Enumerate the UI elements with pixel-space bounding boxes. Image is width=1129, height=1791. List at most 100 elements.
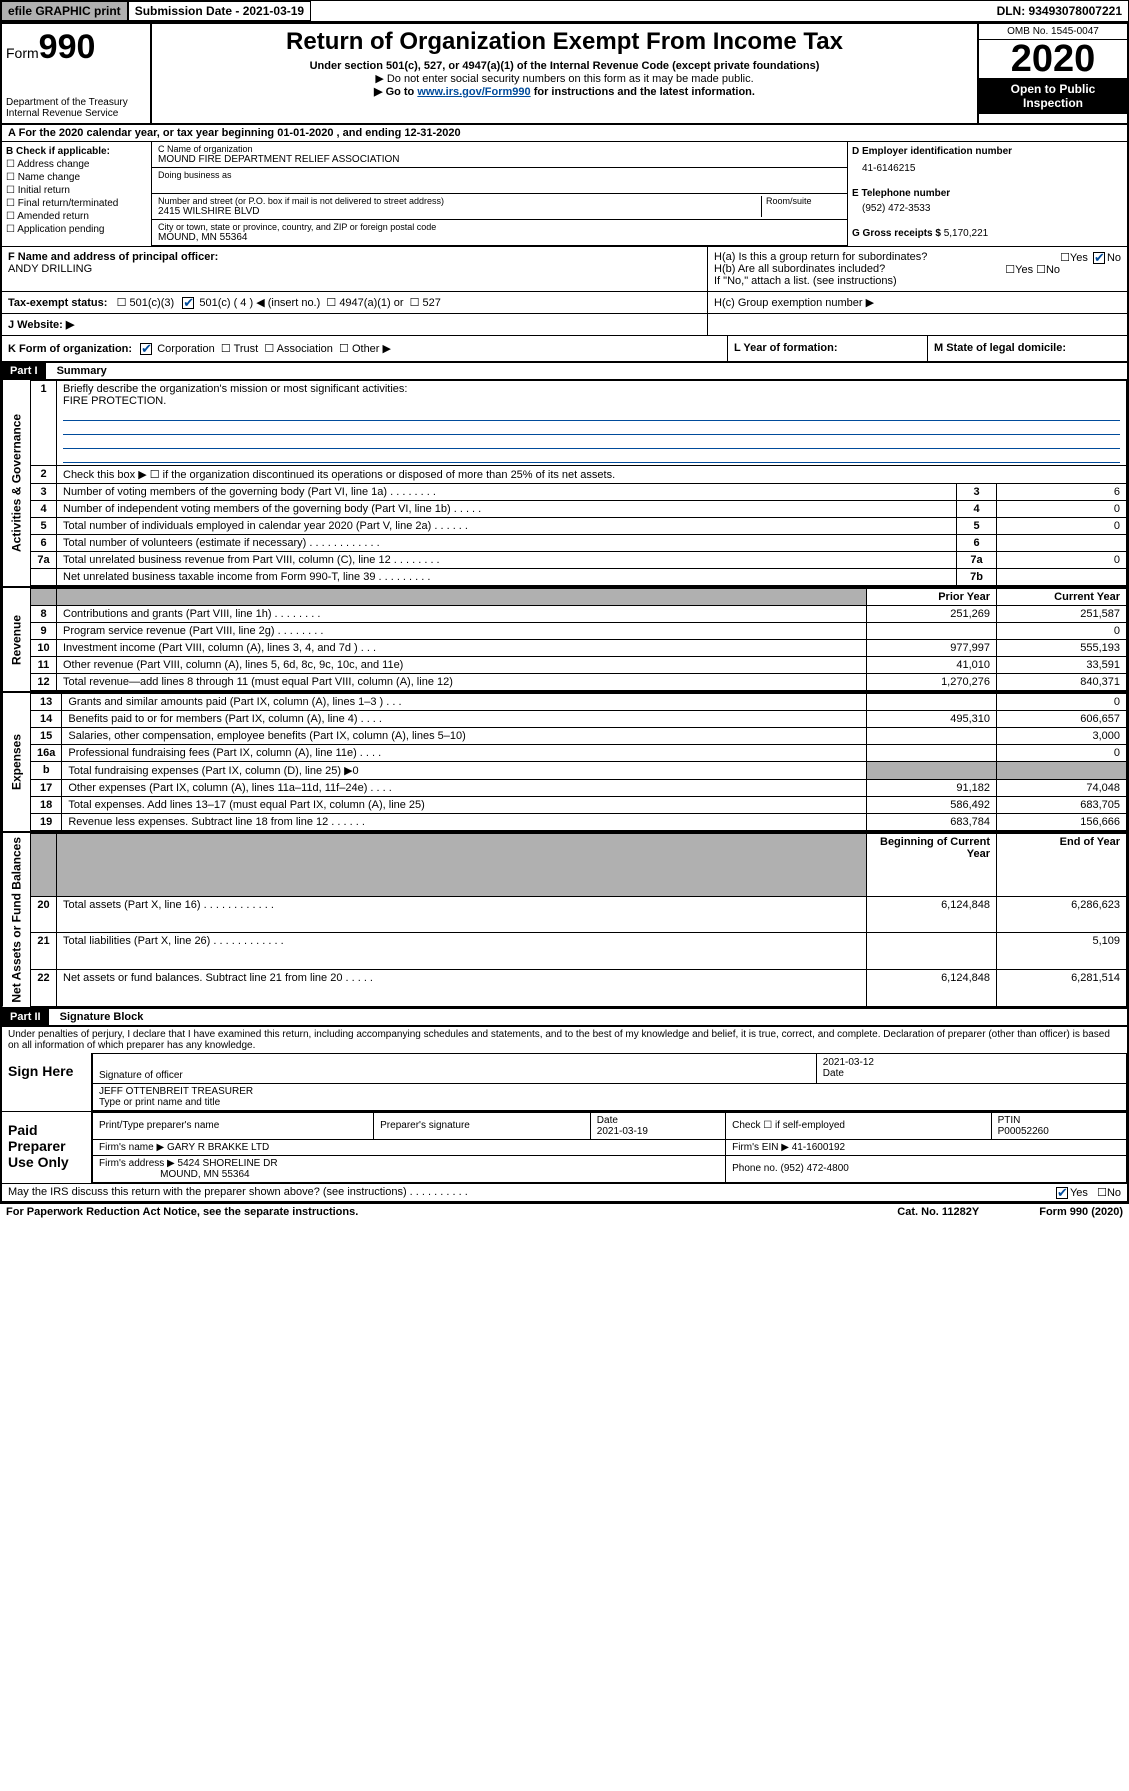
line-desc: Total revenue—add lines 8 through 11 (mu…	[57, 674, 867, 691]
corp-check[interactable]	[140, 343, 152, 355]
chk-address[interactable]: ☐ Address change	[6, 159, 147, 170]
prior-val: 495,310	[867, 711, 997, 728]
side-governance: Activities & Governance	[2, 380, 30, 586]
line-key: 6	[957, 535, 997, 552]
curr-val	[997, 762, 1127, 780]
goto-note: ▶ Go to www.irs.gov/Form990 for instruct…	[156, 85, 973, 98]
curr-val: 5,109	[997, 933, 1127, 970]
line-key: 4	[957, 501, 997, 518]
form990-link[interactable]: www.irs.gov/Form990	[417, 86, 530, 98]
prior-val: 1,270,276	[867, 674, 997, 691]
line-num: 14	[31, 711, 62, 728]
line-key: 7b	[957, 569, 997, 586]
phone-label: E Telephone number	[852, 188, 1123, 199]
side-netassets: Net Assets or Fund Balances	[2, 833, 30, 1007]
org-name-label: C Name of organization	[158, 144, 841, 154]
line-desc: Total fundraising expenses (Part IX, col…	[62, 762, 867, 780]
line-num: 5	[31, 518, 57, 535]
line-value: 0	[997, 552, 1127, 569]
line-desc: Grants and similar amounts paid (Part IX…	[62, 694, 867, 711]
firm-city: MOUND, MN 55364	[160, 1169, 249, 1180]
line-desc: Total unrelated business revenue from Pa…	[57, 552, 957, 569]
line-num: b	[31, 762, 62, 780]
room-label: Room/suite	[766, 196, 841, 206]
curr-val: 33,591	[997, 657, 1127, 674]
line-value: 6	[997, 484, 1127, 501]
line-desc: Other revenue (Part VIII, column (A), li…	[57, 657, 867, 674]
tax-exempt-label: Tax-exempt status:	[8, 297, 107, 309]
ein-value: 41-6146215	[862, 163, 1123, 174]
line-desc: Net assets or fund balances. Subtract li…	[57, 970, 867, 1007]
row-f-h: F Name and address of principal officer:…	[0, 247, 1129, 292]
line-num: 17	[31, 780, 62, 797]
line-value: 0	[997, 501, 1127, 518]
line-desc: Number of voting members of the governin…	[57, 484, 957, 501]
sig-date: 2021-03-12	[823, 1057, 874, 1068]
efile-button[interactable]: efile GRAPHIC print	[1, 1, 128, 21]
prior-val: 91,182	[867, 780, 997, 797]
self-emp-check[interactable]: Check ☐ if self-employed	[726, 1112, 992, 1139]
chk-initial[interactable]: ☐ Initial return	[6, 185, 147, 196]
row-i-hc: Tax-exempt status: ☐ 501(c)(3) 501(c) ( …	[0, 292, 1129, 314]
end-year-hdr: End of Year	[997, 834, 1127, 897]
box-b-label: B Check if applicable:	[6, 146, 110, 157]
prior-year-hdr: Prior Year	[867, 589, 997, 606]
line-desc: Investment income (Part VIII, column (A)…	[57, 640, 867, 657]
form-version: Form 990 (2020)	[1039, 1206, 1123, 1218]
line-desc: Total number of volunteers (estimate if …	[57, 535, 957, 552]
prior-val	[867, 745, 997, 762]
line-num: 13	[31, 694, 62, 711]
line-desc: Benefits paid to or for members (Part IX…	[62, 711, 867, 728]
ptin-value: P00052260	[998, 1126, 1049, 1137]
discuss-yes-check[interactable]	[1056, 1187, 1068, 1199]
officer-print-name: JEFF OTTENBREIT TREASURER	[99, 1086, 253, 1097]
tax-period: A For the 2020 calendar year, or tax yea…	[0, 125, 1129, 142]
dba-label: Doing business as	[158, 170, 841, 180]
line-desc: Net unrelated business taxable income fr…	[57, 569, 957, 586]
prior-val: 977,997	[867, 640, 997, 657]
chk-final[interactable]: ☐ Final return/terminated	[6, 198, 147, 209]
line-desc: Revenue less expenses. Subtract line 18 …	[62, 814, 867, 831]
expenses-section: Expenses 13 Grants and similar amounts p…	[0, 693, 1129, 833]
prior-val: 251,269	[867, 606, 997, 623]
line-num: 18	[31, 797, 62, 814]
chk-pending[interactable]: ☐ Application pending	[6, 224, 147, 235]
row-j: J Website: ▶	[0, 314, 1129, 336]
line-value: 0	[997, 518, 1127, 535]
ssn-note: ▶ Do not enter social security numbers o…	[156, 72, 973, 85]
h-a-no-check[interactable]	[1093, 252, 1105, 264]
chk-name[interactable]: ☐ Name change	[6, 172, 147, 183]
curr-val: 683,705	[997, 797, 1127, 814]
line-num: 19	[31, 814, 62, 831]
line-key: 3	[957, 484, 997, 501]
dept-treasury: Department of the Treasury	[6, 97, 146, 108]
side-expenses: Expenses	[2, 693, 30, 831]
prior-val	[867, 933, 997, 970]
line-num: 7a	[31, 552, 57, 569]
h-b-note: If "No," attach a list. (see instruction…	[714, 275, 1121, 287]
prior-val	[867, 623, 997, 640]
addr-label: Number and street (or P.O. box if mail i…	[158, 196, 761, 206]
paid-preparer-label: Paid Preparer Use Only	[2, 1112, 92, 1183]
side-revenue: Revenue	[2, 588, 30, 691]
prep-date: 2021-03-19	[597, 1126, 648, 1137]
signature-block: Under penalties of perjury, I declare th…	[0, 1026, 1129, 1203]
ein-label: D Employer identification number	[852, 146, 1123, 157]
line-num	[31, 569, 57, 586]
line-desc: Program service revenue (Part VIII, line…	[57, 623, 867, 640]
curr-val: 3,000	[997, 728, 1127, 745]
firm-ein: 41-1600192	[792, 1142, 845, 1153]
q2-text: Check this box ▶ ☐ if the organization d…	[57, 466, 1127, 484]
row-k-l-m: K Form of organization: Corporation ☐ Tr…	[0, 336, 1129, 363]
prior-val	[867, 762, 997, 780]
501c4-check[interactable]	[182, 297, 194, 309]
revenue-section: Revenue Prior Year Current Year 8 Contri…	[0, 588, 1129, 693]
paperwork-notice: For Paperwork Reduction Act Notice, see …	[6, 1206, 358, 1218]
curr-val: 840,371	[997, 674, 1127, 691]
line-num: 11	[31, 657, 57, 674]
governance-section: Activities & Governance 1 Briefly descri…	[0, 380, 1129, 588]
chk-amended[interactable]: ☐ Amended return	[6, 211, 147, 222]
prior-val: 683,784	[867, 814, 997, 831]
year-formation: L Year of formation:	[734, 342, 838, 354]
firm-name: GARY R BRAKKE LTD	[167, 1142, 269, 1153]
